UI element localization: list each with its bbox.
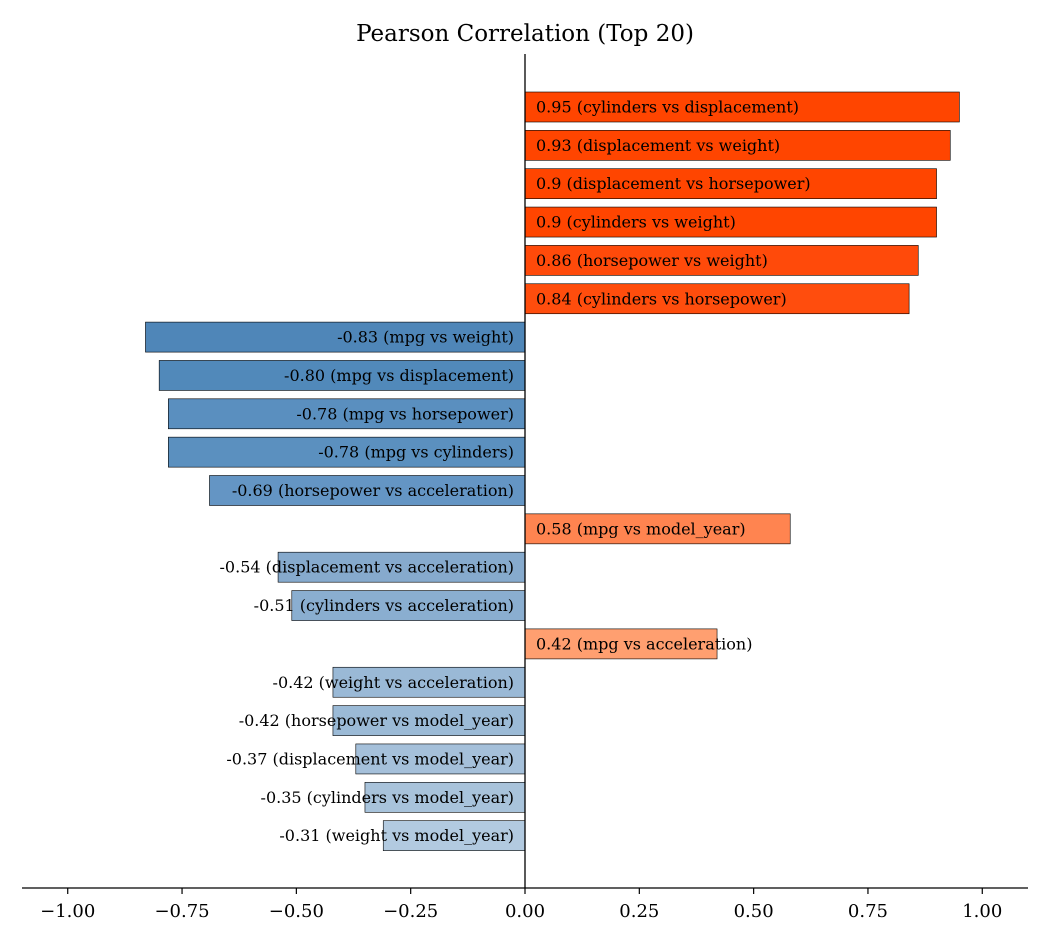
bar (355, 743, 526, 775)
bar-label: -0.31 (weight vs model_year) (279, 826, 514, 845)
bar (158, 360, 526, 391)
bar (524, 130, 951, 161)
bar (524, 206, 937, 238)
bar-label: -0.54 (displacement vs acceleration) (220, 558, 514, 577)
bar-label: 0.95 (cylinders vs displacement) (536, 98, 799, 117)
chart-title: Pearson Correlation (Top 20) (356, 21, 694, 47)
bar (382, 820, 526, 851)
bar (524, 513, 791, 545)
bar (277, 551, 526, 583)
bar (524, 628, 718, 660)
bar-label: -0.51 (cylinders vs acceleration) (254, 596, 514, 615)
x-tick-label: 0.50 (734, 901, 774, 922)
bar (524, 283, 910, 315)
bar (332, 666, 526, 698)
bar (524, 168, 937, 199)
bars-group (145, 91, 960, 851)
bar-label: 0.58 (mpg vs model_year) (536, 519, 746, 538)
bar (364, 781, 526, 813)
x-tick-label: 0.75 (848, 901, 888, 922)
bar (524, 245, 919, 276)
x-tick-label: −0.50 (269, 901, 324, 922)
bar (145, 321, 526, 353)
bar-label: -0.78 (mpg vs horsepower) (296, 404, 514, 423)
bar-label: 0.84 (cylinders vs horsepower) (536, 289, 787, 308)
bar-label: -0.42 (horsepower vs model_year) (239, 711, 514, 730)
bar-label: -0.83 (mpg vs weight) (337, 328, 514, 347)
bar-label: -0.78 (mpg vs cylinders) (318, 443, 514, 462)
bar-label: 0.86 (horsepower vs weight) (536, 251, 768, 270)
bar-label: 0.93 (displacement vs weight) (536, 136, 780, 155)
bar-label: -0.37 (displacement vs model_year) (226, 749, 514, 768)
bar-label: -0.42 (weight vs acceleration) (273, 673, 514, 692)
x-tick-label: 0.25 (619, 901, 659, 922)
bar-label: 0.9 (displacement vs horsepower) (536, 174, 811, 193)
x-tick-label: −0.75 (154, 901, 209, 922)
bar-label: 0.42 (mpg vs acceleration) (536, 634, 752, 653)
bar (332, 705, 526, 736)
bar (168, 436, 526, 468)
bar (291, 590, 526, 621)
bar-label: -0.69 (horsepower vs acceleration) (232, 481, 514, 500)
bar-label: -0.35 (cylinders vs model_year) (261, 788, 514, 807)
bar-label: -0.80 (mpg vs displacement) (284, 366, 514, 385)
x-tick-label: −0.25 (383, 901, 438, 922)
bar (168, 398, 526, 430)
bar-label: 0.9 (cylinders vs weight) (536, 213, 736, 232)
axes-group: −1.00 −0.75 −0.50 −0.25 0.00 0.25 0.50 0.75 1.00 (22, 54, 1028, 922)
x-tick-label: −1.00 (40, 901, 95, 922)
x-tick-label: 1.00 (962, 901, 1002, 922)
bar (524, 91, 960, 123)
x-tick-label: 0.00 (505, 901, 545, 922)
bar-labels-group: 0.95 (cylinders vs displacement) 0.93 (di… (220, 98, 811, 846)
